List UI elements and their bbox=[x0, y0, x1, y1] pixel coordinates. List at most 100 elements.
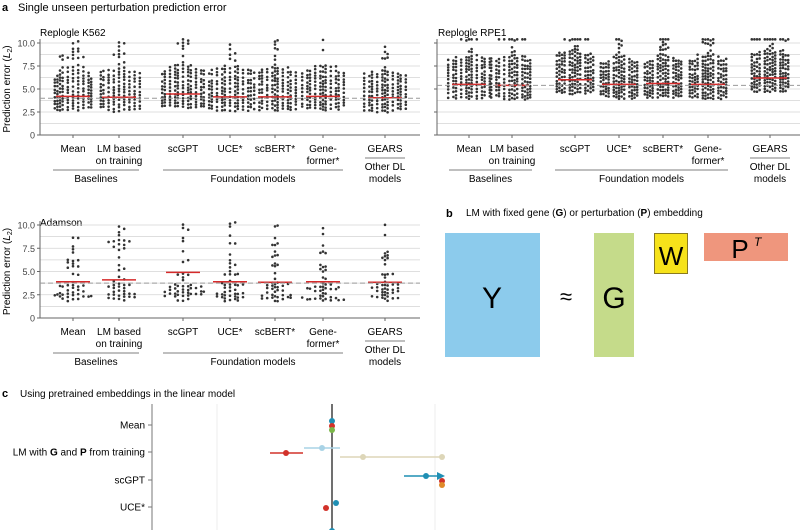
data-point bbox=[781, 52, 785, 56]
data-point bbox=[571, 75, 574, 79]
data-point bbox=[370, 87, 374, 91]
data-point bbox=[555, 87, 559, 91]
data-point bbox=[719, 80, 723, 84]
data-point bbox=[228, 266, 232, 269]
data-point bbox=[386, 100, 389, 104]
data-point bbox=[674, 65, 678, 69]
data-point bbox=[362, 94, 366, 98]
data-point bbox=[342, 91, 346, 95]
data-point bbox=[404, 100, 408, 104]
data-point bbox=[696, 57, 699, 61]
category-label: former* bbox=[692, 156, 725, 167]
data-point bbox=[672, 59, 675, 63]
data-point bbox=[368, 80, 371, 83]
data-point bbox=[99, 74, 103, 77]
data-point bbox=[571, 38, 574, 41]
data-point bbox=[404, 92, 408, 96]
data-point bbox=[362, 86, 366, 90]
data-point bbox=[181, 84, 185, 87]
y-label-text: Prediction error ( bbox=[2, 58, 13, 133]
data-point bbox=[89, 103, 93, 106]
data-point bbox=[576, 90, 579, 94]
data-point bbox=[381, 106, 384, 109]
data-point bbox=[755, 65, 759, 69]
label-part: Mean bbox=[120, 421, 145, 432]
data-point bbox=[465, 78, 468, 82]
data-point bbox=[679, 87, 683, 91]
data-point bbox=[706, 67, 710, 70]
data-point bbox=[404, 88, 408, 92]
data-point bbox=[688, 62, 692, 65]
data-point bbox=[163, 95, 167, 99]
data-point bbox=[779, 86, 782, 90]
data-point bbox=[215, 82, 219, 86]
category-label: on training bbox=[489, 156, 536, 167]
data-point bbox=[383, 293, 387, 297]
data-point bbox=[781, 90, 785, 93]
data-point bbox=[399, 102, 402, 105]
data-point bbox=[617, 86, 621, 90]
data-point bbox=[324, 297, 327, 301]
data-point bbox=[483, 57, 486, 61]
data-point bbox=[308, 100, 312, 103]
data-point bbox=[452, 86, 455, 89]
data-point bbox=[281, 104, 285, 107]
data-point bbox=[750, 72, 754, 75]
data-point bbox=[691, 80, 694, 83]
data-point bbox=[688, 72, 692, 76]
data-point bbox=[781, 66, 785, 70]
data-point bbox=[107, 105, 110, 108]
data-point bbox=[622, 70, 626, 74]
data-point bbox=[510, 62, 514, 66]
data-point bbox=[233, 70, 237, 73]
data-point bbox=[568, 73, 572, 77]
data-point bbox=[523, 90, 527, 93]
data-point bbox=[617, 42, 621, 46]
data-point bbox=[693, 64, 697, 68]
data-point bbox=[271, 99, 274, 103]
data-point bbox=[568, 56, 572, 60]
data-point bbox=[76, 71, 80, 75]
data-point bbox=[189, 283, 193, 287]
data-point bbox=[719, 73, 723, 76]
data-point bbox=[71, 76, 75, 80]
data-point bbox=[289, 105, 292, 109]
data-point bbox=[294, 94, 298, 98]
data-point bbox=[558, 89, 561, 93]
data-point bbox=[576, 59, 579, 63]
data-point bbox=[334, 296, 338, 300]
data-point bbox=[383, 94, 387, 98]
data-point bbox=[719, 75, 723, 79]
data-point bbox=[701, 88, 705, 91]
data-point bbox=[273, 250, 277, 253]
matrix-w-box bbox=[654, 233, 688, 274]
data-point bbox=[568, 39, 572, 42]
data-point bbox=[122, 94, 126, 98]
data-point bbox=[233, 90, 237, 93]
data-point bbox=[454, 89, 458, 93]
data-point bbox=[768, 38, 772, 41]
data-point bbox=[181, 44, 185, 48]
data-point bbox=[319, 103, 322, 107]
data-point bbox=[724, 73, 728, 77]
data-point bbox=[656, 76, 660, 79]
data-point bbox=[480, 59, 484, 63]
data-point bbox=[480, 66, 484, 70]
data-point bbox=[386, 295, 389, 298]
data-point bbox=[76, 76, 80, 79]
data-point bbox=[89, 80, 93, 84]
data-point bbox=[122, 72, 126, 76]
category-label: GEARS bbox=[367, 327, 402, 338]
data-point bbox=[628, 95, 631, 98]
data-point bbox=[189, 64, 193, 67]
data-point bbox=[578, 67, 582, 71]
data-point bbox=[252, 107, 256, 111]
data-point bbox=[56, 84, 59, 88]
data-point bbox=[265, 107, 269, 111]
data-point bbox=[381, 69, 384, 72]
data-point bbox=[112, 107, 116, 111]
data-point bbox=[112, 78, 116, 81]
data-point bbox=[701, 80, 705, 84]
data-point bbox=[693, 68, 697, 72]
data-point bbox=[82, 80, 85, 83]
